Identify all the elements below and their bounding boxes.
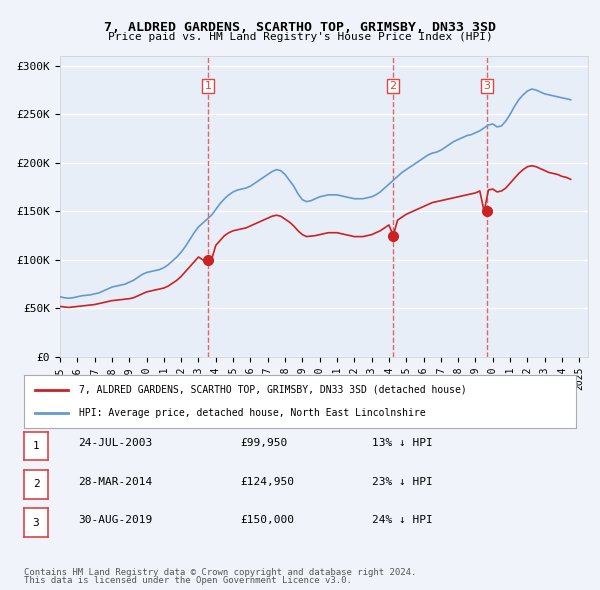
Text: 1: 1: [32, 441, 40, 451]
Text: £150,000: £150,000: [240, 515, 294, 525]
Text: 7, ALDRED GARDENS, SCARTHO TOP, GRIMSBY, DN33 3SD (detached house): 7, ALDRED GARDENS, SCARTHO TOP, GRIMSBY,…: [79, 385, 467, 395]
Text: 2: 2: [389, 81, 397, 91]
Text: HPI: Average price, detached house, North East Lincolnshire: HPI: Average price, detached house, Nort…: [79, 408, 426, 418]
Text: £99,950: £99,950: [240, 438, 287, 448]
Text: 3: 3: [32, 518, 40, 528]
Text: 28-MAR-2014: 28-MAR-2014: [78, 477, 152, 487]
Text: 24-JUL-2003: 24-JUL-2003: [78, 438, 152, 448]
Text: £124,950: £124,950: [240, 477, 294, 487]
Text: 13% ↓ HPI: 13% ↓ HPI: [372, 438, 433, 448]
Text: 3: 3: [484, 81, 490, 91]
Text: 2: 2: [32, 480, 40, 490]
Text: 24% ↓ HPI: 24% ↓ HPI: [372, 515, 433, 525]
Text: Price paid vs. HM Land Registry's House Price Index (HPI): Price paid vs. HM Land Registry's House …: [107, 32, 493, 42]
Text: 1: 1: [205, 81, 212, 91]
Text: 30-AUG-2019: 30-AUG-2019: [78, 515, 152, 525]
Text: Contains HM Land Registry data © Crown copyright and database right 2024.: Contains HM Land Registry data © Crown c…: [24, 568, 416, 577]
Text: 23% ↓ HPI: 23% ↓ HPI: [372, 477, 433, 487]
Text: This data is licensed under the Open Government Licence v3.0.: This data is licensed under the Open Gov…: [24, 576, 352, 585]
Text: 7, ALDRED GARDENS, SCARTHO TOP, GRIMSBY, DN33 3SD: 7, ALDRED GARDENS, SCARTHO TOP, GRIMSBY,…: [104, 21, 496, 34]
